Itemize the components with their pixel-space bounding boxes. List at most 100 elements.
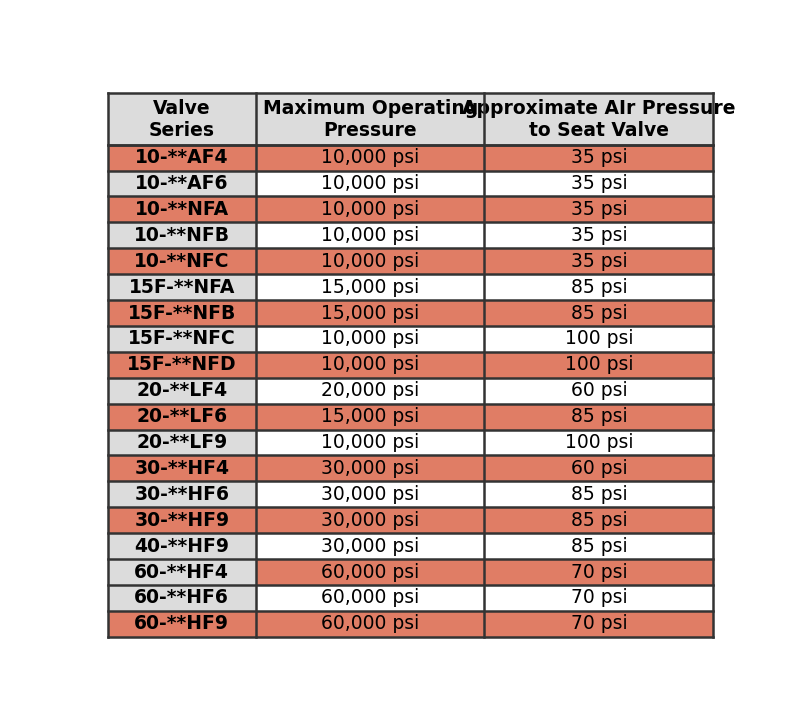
Text: 35 psi: 35 psi xyxy=(570,200,627,219)
Text: 10-**NFC: 10-**NFC xyxy=(134,252,230,270)
Bar xyxy=(485,171,714,197)
Text: 30,000 psi: 30,000 psi xyxy=(321,485,420,504)
Bar xyxy=(107,482,256,508)
Bar xyxy=(485,559,714,585)
Text: 100 psi: 100 psi xyxy=(565,355,633,375)
Bar xyxy=(485,145,714,171)
Bar xyxy=(256,274,485,300)
Text: Approximate AIr Pressure
to Seat Valve: Approximate AIr Pressure to Seat Valve xyxy=(462,98,735,140)
Text: 10-**AF6: 10-**AF6 xyxy=(135,174,228,193)
Text: 15F-**NFD: 15F-**NFD xyxy=(127,355,236,375)
Bar xyxy=(107,611,256,637)
Text: 20-**LF4: 20-**LF4 xyxy=(136,381,227,401)
Text: 85 psi: 85 psi xyxy=(570,510,627,530)
Text: 35 psi: 35 psi xyxy=(570,148,627,167)
Bar xyxy=(485,378,714,403)
Bar xyxy=(107,585,256,611)
Text: 10,000 psi: 10,000 psi xyxy=(321,355,420,375)
Bar xyxy=(485,248,714,274)
Text: 85 psi: 85 psi xyxy=(570,536,627,556)
Text: 35 psi: 35 psi xyxy=(570,226,627,245)
Text: 60-**HF4: 60-**HF4 xyxy=(135,562,229,581)
Text: 60-**HF9: 60-**HF9 xyxy=(135,615,229,633)
Text: 70 psi: 70 psi xyxy=(570,615,627,633)
Bar xyxy=(107,145,256,171)
Text: 60-**HF6: 60-**HF6 xyxy=(135,589,229,607)
Bar xyxy=(256,533,485,559)
Bar xyxy=(107,455,256,482)
Bar xyxy=(107,93,256,145)
Text: 30-**HF6: 30-**HF6 xyxy=(135,485,229,504)
Bar xyxy=(485,429,714,455)
Bar xyxy=(107,248,256,274)
Bar xyxy=(256,611,485,637)
Bar xyxy=(485,274,714,300)
Text: 100 psi: 100 psi xyxy=(565,330,633,348)
Bar xyxy=(107,559,256,585)
Bar xyxy=(256,559,485,585)
Text: 85 psi: 85 psi xyxy=(570,407,627,426)
Text: 15,000 psi: 15,000 psi xyxy=(321,304,420,322)
Text: 60 psi: 60 psi xyxy=(570,381,627,401)
Text: 60,000 psi: 60,000 psi xyxy=(321,562,420,581)
Bar xyxy=(256,429,485,455)
Text: 10,000 psi: 10,000 psi xyxy=(321,200,420,219)
Bar xyxy=(107,429,256,455)
Bar xyxy=(107,274,256,300)
Bar xyxy=(256,145,485,171)
Bar xyxy=(485,352,714,378)
Text: 20-**LF9: 20-**LF9 xyxy=(136,433,227,452)
Bar xyxy=(485,197,714,223)
Text: 15F-**NFB: 15F-**NFB xyxy=(127,304,236,322)
Bar xyxy=(256,171,485,197)
Bar xyxy=(256,403,485,429)
Bar xyxy=(256,352,485,378)
Text: 70 psi: 70 psi xyxy=(570,562,627,581)
Bar xyxy=(485,585,714,611)
Bar xyxy=(485,533,714,559)
Text: 60,000 psi: 60,000 psi xyxy=(321,615,420,633)
Text: 15F-**NFC: 15F-**NFC xyxy=(128,330,235,348)
Bar xyxy=(107,223,256,248)
Text: 20-**LF6: 20-**LF6 xyxy=(136,407,227,426)
Bar xyxy=(107,352,256,378)
Text: 10,000 psi: 10,000 psi xyxy=(321,433,420,452)
Text: 35 psi: 35 psi xyxy=(570,252,627,270)
Text: 10,000 psi: 10,000 psi xyxy=(321,174,420,193)
Text: Valve
Series: Valve Series xyxy=(149,98,215,140)
Bar xyxy=(485,93,714,145)
Text: 85 psi: 85 psi xyxy=(570,278,627,296)
Bar xyxy=(256,93,485,145)
Text: 10,000 psi: 10,000 psi xyxy=(321,252,420,270)
Bar xyxy=(107,378,256,403)
Bar xyxy=(107,300,256,326)
Bar xyxy=(256,508,485,533)
Bar xyxy=(485,326,714,352)
Text: 10,000 psi: 10,000 psi xyxy=(321,226,420,245)
Bar xyxy=(485,508,714,533)
Bar xyxy=(256,326,485,352)
Bar xyxy=(107,533,256,559)
Text: 10,000 psi: 10,000 psi xyxy=(321,148,420,167)
Text: 85 psi: 85 psi xyxy=(570,485,627,504)
Bar xyxy=(107,197,256,223)
Bar xyxy=(256,378,485,403)
Text: 15,000 psi: 15,000 psi xyxy=(321,278,420,296)
Bar xyxy=(107,508,256,533)
Text: 30,000 psi: 30,000 psi xyxy=(321,536,420,556)
Bar xyxy=(485,300,714,326)
Text: 30-**HF4: 30-**HF4 xyxy=(135,459,229,478)
Bar xyxy=(256,300,485,326)
Text: 30,000 psi: 30,000 psi xyxy=(321,459,420,478)
Text: 85 psi: 85 psi xyxy=(570,304,627,322)
Bar xyxy=(107,326,256,352)
Text: 10-**NFB: 10-**NFB xyxy=(134,226,230,245)
Text: 20,000 psi: 20,000 psi xyxy=(321,381,420,401)
Bar xyxy=(256,223,485,248)
Bar xyxy=(485,403,714,429)
Text: Maximum Operating
Pressure: Maximum Operating Pressure xyxy=(263,98,478,140)
Text: 15,000 psi: 15,000 psi xyxy=(321,407,420,426)
Text: 10-**AF4: 10-**AF4 xyxy=(135,148,228,167)
Bar xyxy=(107,403,256,429)
Bar xyxy=(256,248,485,274)
